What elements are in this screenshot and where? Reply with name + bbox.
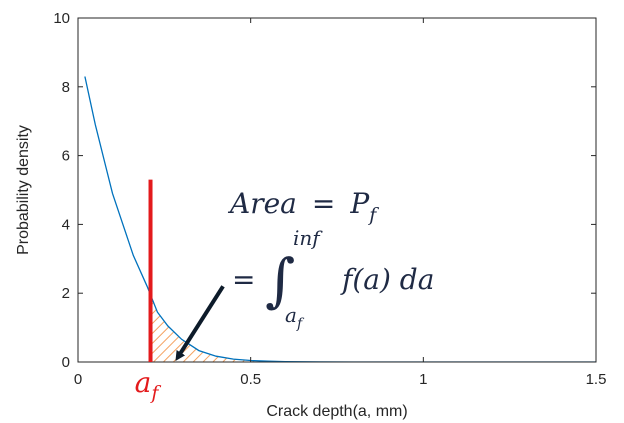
- area-equation: Area = Pf = ∫ inf af f(a) da: [227, 187, 434, 332]
- x-tick-label: 1: [419, 371, 427, 388]
- p-symbol: P: [349, 187, 370, 220]
- integral-lower-limit: af: [285, 303, 305, 332]
- y-tick-label: 8: [62, 79, 70, 96]
- x-axis-ticks: 0 0.5 1 1.5: [74, 18, 607, 388]
- y-axis-label: Probability density: [15, 125, 32, 255]
- equals-sign-1: =: [312, 187, 335, 220]
- y-tick-label: 4: [62, 216, 70, 233]
- x-axis-label: Crack depth(a, mm): [266, 403, 407, 420]
- y-tick-label: 10: [53, 10, 70, 27]
- af-label-sub: f: [149, 382, 161, 404]
- af-label: af: [135, 366, 162, 404]
- lower-limit-sub: f: [296, 316, 305, 332]
- pointer-arrow: [175, 285, 225, 362]
- shaded-area-group: [150, 294, 596, 362]
- x-tick-label: 0.5: [240, 371, 261, 388]
- integral-sign: ∫: [265, 246, 295, 314]
- integral-upper-limit: inf: [293, 226, 323, 250]
- y-tick-label: 2: [62, 285, 70, 302]
- x-tick-label: 0: [74, 371, 82, 388]
- equals-sign-2: =: [232, 263, 255, 296]
- equation-line1: Area = Pf: [227, 187, 379, 226]
- y-tick-label: 6: [62, 148, 70, 165]
- x-tick-label: 1.5: [586, 371, 607, 388]
- y-tick-label: 0: [62, 354, 70, 371]
- integrand: f(a) da: [340, 263, 434, 296]
- shaded-tail-area: [150, 294, 596, 362]
- area-word: Area: [227, 187, 297, 220]
- series-group: [84, 76, 596, 362]
- series-line: [84, 76, 596, 362]
- y-axis-ticks: 0 2 4 6 8 10: [53, 10, 596, 371]
- lower-limit-a: a: [285, 303, 297, 327]
- af-label-main: a: [135, 366, 152, 399]
- plot-frame: [77, 17, 597, 363]
- p-subscript: f: [367, 204, 379, 226]
